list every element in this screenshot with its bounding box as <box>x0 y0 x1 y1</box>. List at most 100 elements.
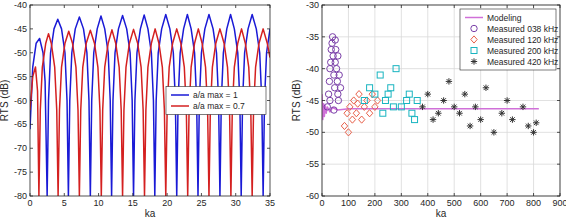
x-tick-label: 10 <box>94 198 104 208</box>
scatter-point <box>467 123 473 129</box>
scatter-point <box>349 116 355 123</box>
scatter-point <box>377 72 383 78</box>
x-tick-label: 600 <box>473 198 488 208</box>
scatter-point <box>351 97 357 104</box>
figure: 05101520253035-80-75-70-65-60-55-50-45-4… <box>0 0 566 222</box>
y-tick-label: -65 <box>14 119 27 129</box>
scatter-point <box>388 85 394 91</box>
y-tick <box>267 172 270 173</box>
plot-frame <box>322 5 560 196</box>
y-tick <box>267 148 270 149</box>
scatter-point <box>491 129 497 135</box>
scatter-point <box>333 46 339 52</box>
chart-panel: 0100200300400500600700800900-60-55-50-45… <box>291 0 566 219</box>
y-tick-label: -60 <box>14 96 27 106</box>
series-line <box>322 94 539 119</box>
scatter-point <box>483 85 489 91</box>
y-tick-label: -45 <box>306 96 319 106</box>
scatter-point <box>451 104 457 110</box>
x-tick-label: 400 <box>420 198 435 208</box>
scatter-point <box>398 104 404 110</box>
y-tick-label: -30 <box>306 0 319 10</box>
scatter-point <box>326 78 332 84</box>
series-line <box>30 15 270 196</box>
y-tick-label: -55 <box>14 72 27 82</box>
scatter-point <box>355 100 361 107</box>
y-tick <box>322 196 325 197</box>
y-axis-label: RTS (dB) <box>0 80 10 122</box>
scatter-point <box>393 66 399 72</box>
y-tick <box>322 164 325 165</box>
x-tick <box>427 5 428 8</box>
legend-label: Measured 038 kHz <box>487 24 558 34</box>
legend-swatch <box>465 17 483 19</box>
scatter-point <box>341 122 347 129</box>
y-tick <box>267 28 270 29</box>
x-tick <box>201 193 202 196</box>
x-tick <box>132 193 133 196</box>
x-tick <box>167 5 168 8</box>
scatter-point <box>327 97 333 103</box>
y-tick-label: -80 <box>14 191 27 201</box>
x-tick-label: 300 <box>394 198 409 208</box>
legend: a/a max = 1a/a max = 0.7 <box>166 87 266 115</box>
plot-background <box>322 5 560 196</box>
scatter-point <box>380 110 386 116</box>
x-tick <box>98 5 99 8</box>
scatter-point <box>504 97 510 103</box>
y-axis-label: RTS (dB) <box>291 80 302 122</box>
x-tick-label: 700 <box>500 198 515 208</box>
scatter-point <box>356 91 362 98</box>
y-tick <box>322 100 325 101</box>
x-tick <box>427 193 428 196</box>
x-tick <box>30 5 31 8</box>
x-tick <box>322 5 323 8</box>
y-tick-label: -50 <box>14 48 27 58</box>
data-group <box>30 15 270 196</box>
legend-swatch <box>471 58 477 64</box>
scatter-point <box>509 116 515 122</box>
x-tick-label: 900 <box>552 198 566 208</box>
scatter-point <box>366 110 372 117</box>
y-tick <box>30 76 33 77</box>
y-tick <box>30 52 33 53</box>
y-tick <box>30 196 33 197</box>
scatter-point <box>336 72 342 78</box>
scatter-point <box>462 91 468 97</box>
legend-swatch <box>171 94 189 96</box>
scatter-point <box>530 129 536 135</box>
scatter-point <box>333 65 339 71</box>
scatter-point <box>472 104 478 110</box>
x-tick <box>507 193 508 196</box>
x-tick-label: 5 <box>62 198 67 208</box>
x-tick-label: 20 <box>162 198 172 208</box>
scatter-point <box>385 91 391 97</box>
scatter-point <box>382 98 388 104</box>
x-tick <box>235 5 236 8</box>
scatter-point <box>414 98 420 104</box>
x-tick <box>270 5 271 8</box>
y-tick-label: -40 <box>306 64 319 74</box>
y-tick <box>557 68 560 69</box>
scatter-point <box>430 116 436 122</box>
scatter-point <box>334 78 340 84</box>
scatter-point <box>425 91 431 97</box>
x-tick <box>480 193 481 196</box>
scatter-point <box>337 85 343 91</box>
y-tick-label: -50 <box>306 127 319 137</box>
series-line <box>30 29 270 196</box>
y-tick-label: -40 <box>14 0 27 10</box>
scatter-point <box>327 65 333 71</box>
x-tick <box>64 193 65 196</box>
scatter-point <box>533 120 539 126</box>
legend-label: a/a max = 0.7 <box>193 101 245 111</box>
legend-label: Measured 200 kHz <box>487 46 558 56</box>
scatter-point <box>325 91 331 97</box>
scatter-point <box>367 85 373 91</box>
y-tick <box>557 5 560 6</box>
scatter-point <box>335 53 341 59</box>
scatter-point <box>331 107 337 113</box>
x-tick <box>480 5 481 8</box>
y-tick-label: -55 <box>306 159 319 169</box>
legend-label: Modeling <box>487 13 522 23</box>
